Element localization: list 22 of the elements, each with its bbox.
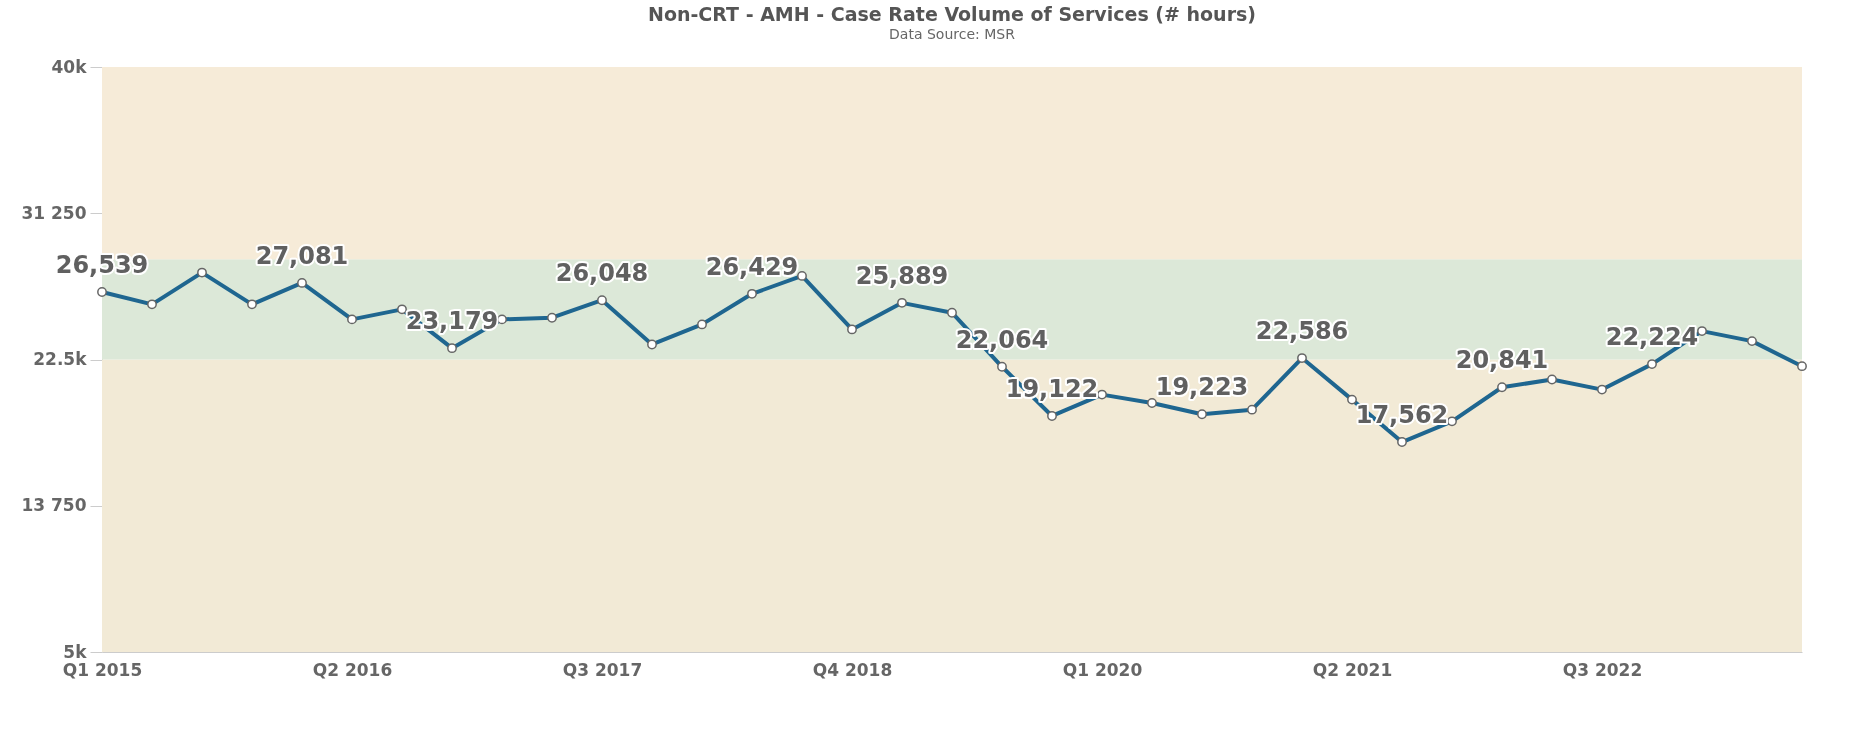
data-label: 22,586 bbox=[1255, 317, 1349, 346]
y-tick-label: 22.5k bbox=[33, 349, 88, 369]
x-tick-label: Q1 2020 bbox=[1062, 659, 1143, 680]
chart-title: Non-CRT - AMH - Case Rate Volume of Services (# hours) bbox=[648, 3, 1256, 25]
data-label: 26,048 bbox=[555, 259, 649, 288]
x-tick-label: Q1 2015 bbox=[62, 659, 143, 680]
y-tick-label: 13 750 bbox=[21, 495, 87, 516]
y-tick-label: 40k bbox=[51, 56, 88, 77]
x-tick-label: Q2 2021 bbox=[1312, 659, 1393, 680]
x-tick-label: Q2 2016 bbox=[312, 659, 393, 680]
data-label: 20,841 bbox=[1455, 346, 1549, 375]
y-tick-label: 31 250 bbox=[21, 202, 87, 223]
x-tick-label: Q3 2022 bbox=[1562, 659, 1643, 680]
chart-subtitle: Data Source: MSR bbox=[889, 26, 1016, 42]
data-label: 19,223 bbox=[1155, 373, 1249, 402]
y-tick-label: 5k bbox=[63, 641, 88, 662]
x-tick-label: Q3 2017 bbox=[562, 659, 643, 680]
x-tick-label: Q4 2018 bbox=[812, 659, 893, 680]
data-label: 26,429 bbox=[705, 252, 799, 281]
data-label: 25,889 bbox=[855, 261, 949, 290]
data-label: 27,081 bbox=[255, 241, 349, 270]
data-label: 26,539 bbox=[55, 250, 149, 279]
